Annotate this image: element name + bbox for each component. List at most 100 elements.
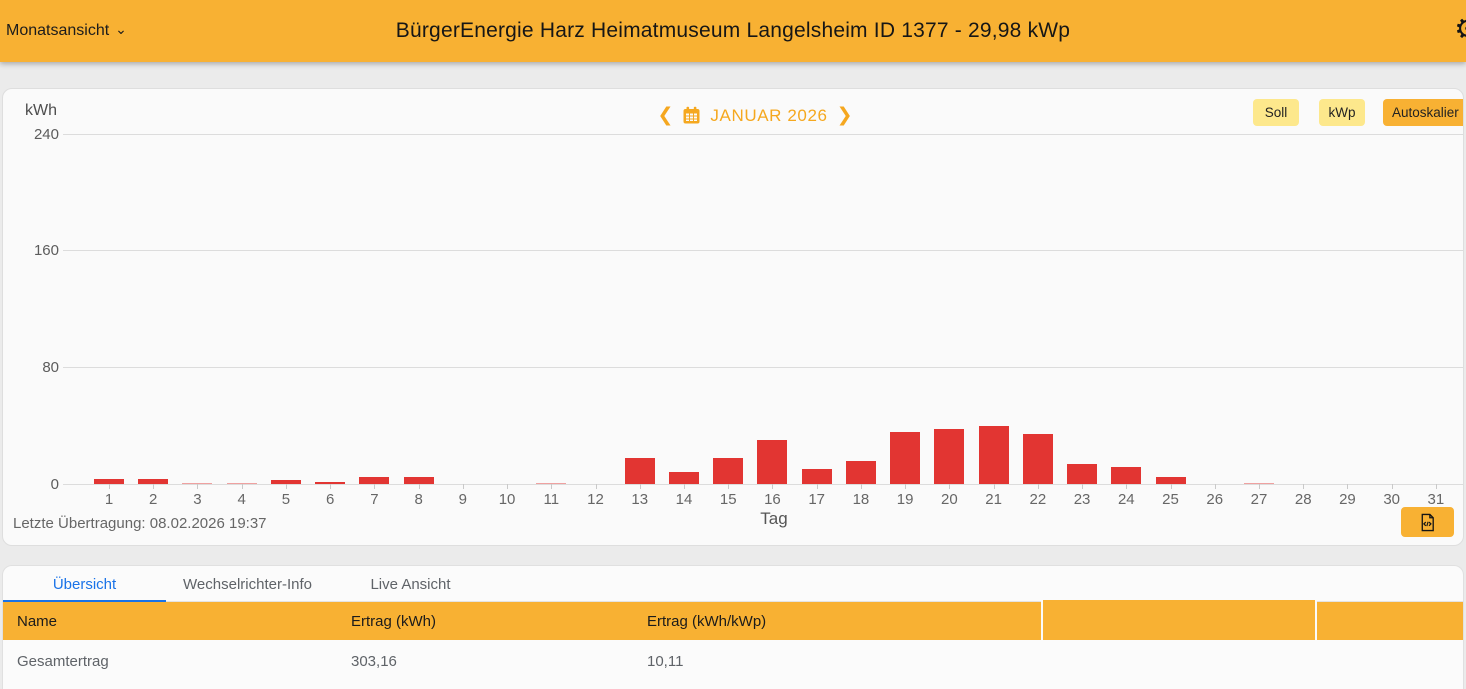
bar-day-3[interactable] — [182, 482, 213, 484]
day-label-30: 30 — [1383, 491, 1400, 508]
day-label-31: 31 — [1427, 491, 1445, 508]
x-tick-24 — [1126, 484, 1128, 489]
day-label-29: 29 — [1339, 491, 1356, 508]
day-label-22: 22 — [1029, 491, 1047, 508]
x-tick-15 — [728, 484, 730, 489]
day-label-7: 7 — [370, 491, 379, 508]
day-label-9: 9 — [458, 491, 467, 508]
x-tick-29 — [1347, 484, 1349, 489]
x-tick-3 — [197, 484, 199, 489]
x-tick-14 — [683, 484, 685, 489]
x-tick-22 — [1037, 484, 1039, 489]
x-tick-9 — [462, 484, 464, 489]
next-month-button[interactable]: ❯ — [836, 105, 853, 126]
prev-month-button[interactable]: ❮ — [657, 105, 674, 126]
bar-day-21[interactable] — [978, 426, 1009, 484]
view-mode-dropdown[interactable]: Monatsansicht ⌄ — [6, 0, 127, 62]
column-header-ertrag-kwh: Ertrag (kWh) — [351, 612, 437, 630]
row-ertrag-kwh: 303,16 — [351, 652, 397, 670]
bar-day-16[interactable] — [757, 440, 788, 484]
export-chart-button[interactable] — [1401, 507, 1454, 537]
autoscale-button[interactable]: Autoskalier — [1383, 99, 1463, 126]
x-tick-2 — [153, 484, 155, 489]
bar-day-4[interactable] — [226, 482, 257, 484]
bar-day-5[interactable] — [270, 479, 301, 484]
bar-day-14[interactable] — [668, 472, 699, 484]
day-label-27: 27 — [1250, 491, 1268, 508]
bar-day-1[interactable] — [94, 478, 124, 484]
last-transmission-text: Letzte Übertragung: 08.02.2026 19:37 — [13, 515, 267, 532]
bar-day-2[interactable] — [138, 478, 169, 484]
day-label-11: 11 — [543, 491, 560, 508]
x-tick-5 — [285, 484, 287, 489]
kwp-button[interactable]: kWp — [1319, 99, 1365, 126]
bar-day-22[interactable] — [1022, 433, 1053, 484]
x-tick-28 — [1303, 484, 1305, 489]
chart-card: kWh ❮ JANUAR 2026 ❯ Soll kWp Autoskalier — [2, 88, 1464, 546]
x-axis-title: Tag — [760, 509, 788, 528]
row-ertrag-kwh-kwp: 10,11 — [647, 652, 684, 670]
day-label-1: 1 — [104, 491, 114, 508]
day-label-19: 19 — [896, 491, 914, 508]
bar-day-20[interactable] — [934, 428, 965, 484]
app-header: Monatsansicht ⌄ BürgerEnergie Harz Heima… — [0, 0, 1466, 62]
day-label-13: 13 — [631, 491, 649, 508]
day-label-6: 6 — [325, 491, 335, 508]
gridline-240 — [63, 134, 1463, 135]
bar-day-15[interactable] — [713, 458, 744, 484]
calendar-icon — [682, 106, 701, 125]
x-tick-7 — [374, 484, 376, 489]
page-title: BürgerEnergie Harz Heimatmuseum Langelsh… — [395, 19, 1071, 42]
day-label-25: 25 — [1162, 491, 1179, 508]
y-tick-80: 80 — [42, 359, 59, 376]
day-label-26: 26 — [1206, 491, 1224, 508]
bar-day-8[interactable] — [403, 477, 434, 484]
chart-toolbar: Soll kWp Autoskalier — [3, 99, 1463, 127]
x-tick-4 — [241, 484, 243, 489]
y-axis-unit-label: kWh — [25, 102, 57, 119]
x-tick-12 — [595, 484, 597, 489]
x-tick-18 — [860, 484, 862, 489]
x-tick-19 — [905, 484, 907, 489]
gridline-160 — [63, 250, 1463, 251]
day-label-15: 15 — [719, 491, 737, 508]
row-name: Gesamtertrag — [17, 652, 109, 670]
bar-day-18[interactable] — [845, 461, 876, 484]
day-label-21: 21 — [985, 491, 1002, 508]
x-tick-30 — [1391, 484, 1393, 489]
bar-day-27[interactable] — [1243, 483, 1274, 484]
day-label-4: 4 — [237, 491, 246, 508]
x-tick-31 — [1435, 484, 1437, 489]
soll-button[interactable]: Soll — [1253, 99, 1299, 126]
x-tick-6 — [330, 484, 332, 489]
bar-day-19[interactable] — [890, 431, 921, 484]
gear-icon[interactable]: ⚙ — [1454, 14, 1466, 45]
day-label-5: 5 — [281, 491, 291, 508]
column-header-name: Name — [17, 612, 58, 630]
tab-uebersicht[interactable]: Übersicht — [3, 566, 166, 603]
day-label-18: 18 — [852, 491, 870, 508]
x-tick-16 — [772, 484, 774, 489]
day-label-16: 16 — [764, 491, 781, 508]
bar-day-7[interactable] — [359, 476, 390, 484]
bar-day-24[interactable] — [1111, 466, 1142, 484]
x-tick-10 — [507, 484, 509, 489]
bar-day-23[interactable] — [1067, 464, 1098, 484]
day-label-8: 8 — [414, 491, 423, 508]
x-tick-11 — [551, 484, 553, 489]
day-label-10: 10 — [498, 491, 516, 508]
day-label-17: 17 — [808, 491, 826, 508]
gridline-0 — [63, 484, 1463, 485]
tab-live-ansicht[interactable]: Live Ansicht — [370, 575, 451, 593]
bar-day-13[interactable] — [624, 458, 655, 484]
bar-day-25[interactable] — [1155, 476, 1186, 484]
column-header-ertrag-kwh-kwp: Ertrag (kWh/kWp) — [647, 612, 767, 630]
table-header-row: Name Ertrag (kWh) Ertrag (kWh/kWp) — [3, 600, 1463, 642]
tab-wechselrichter-info[interactable]: Wechselrichter-Info — [183, 575, 312, 593]
bar-day-6[interactable] — [315, 481, 346, 484]
bar-day-11[interactable] — [536, 483, 567, 484]
bar-day-17[interactable] — [801, 469, 832, 484]
gridline-80 — [63, 367, 1463, 368]
details-panel: Übersicht Wechselrichter-Info Live Ansic… — [2, 565, 1464, 689]
x-tick-20 — [949, 484, 951, 489]
